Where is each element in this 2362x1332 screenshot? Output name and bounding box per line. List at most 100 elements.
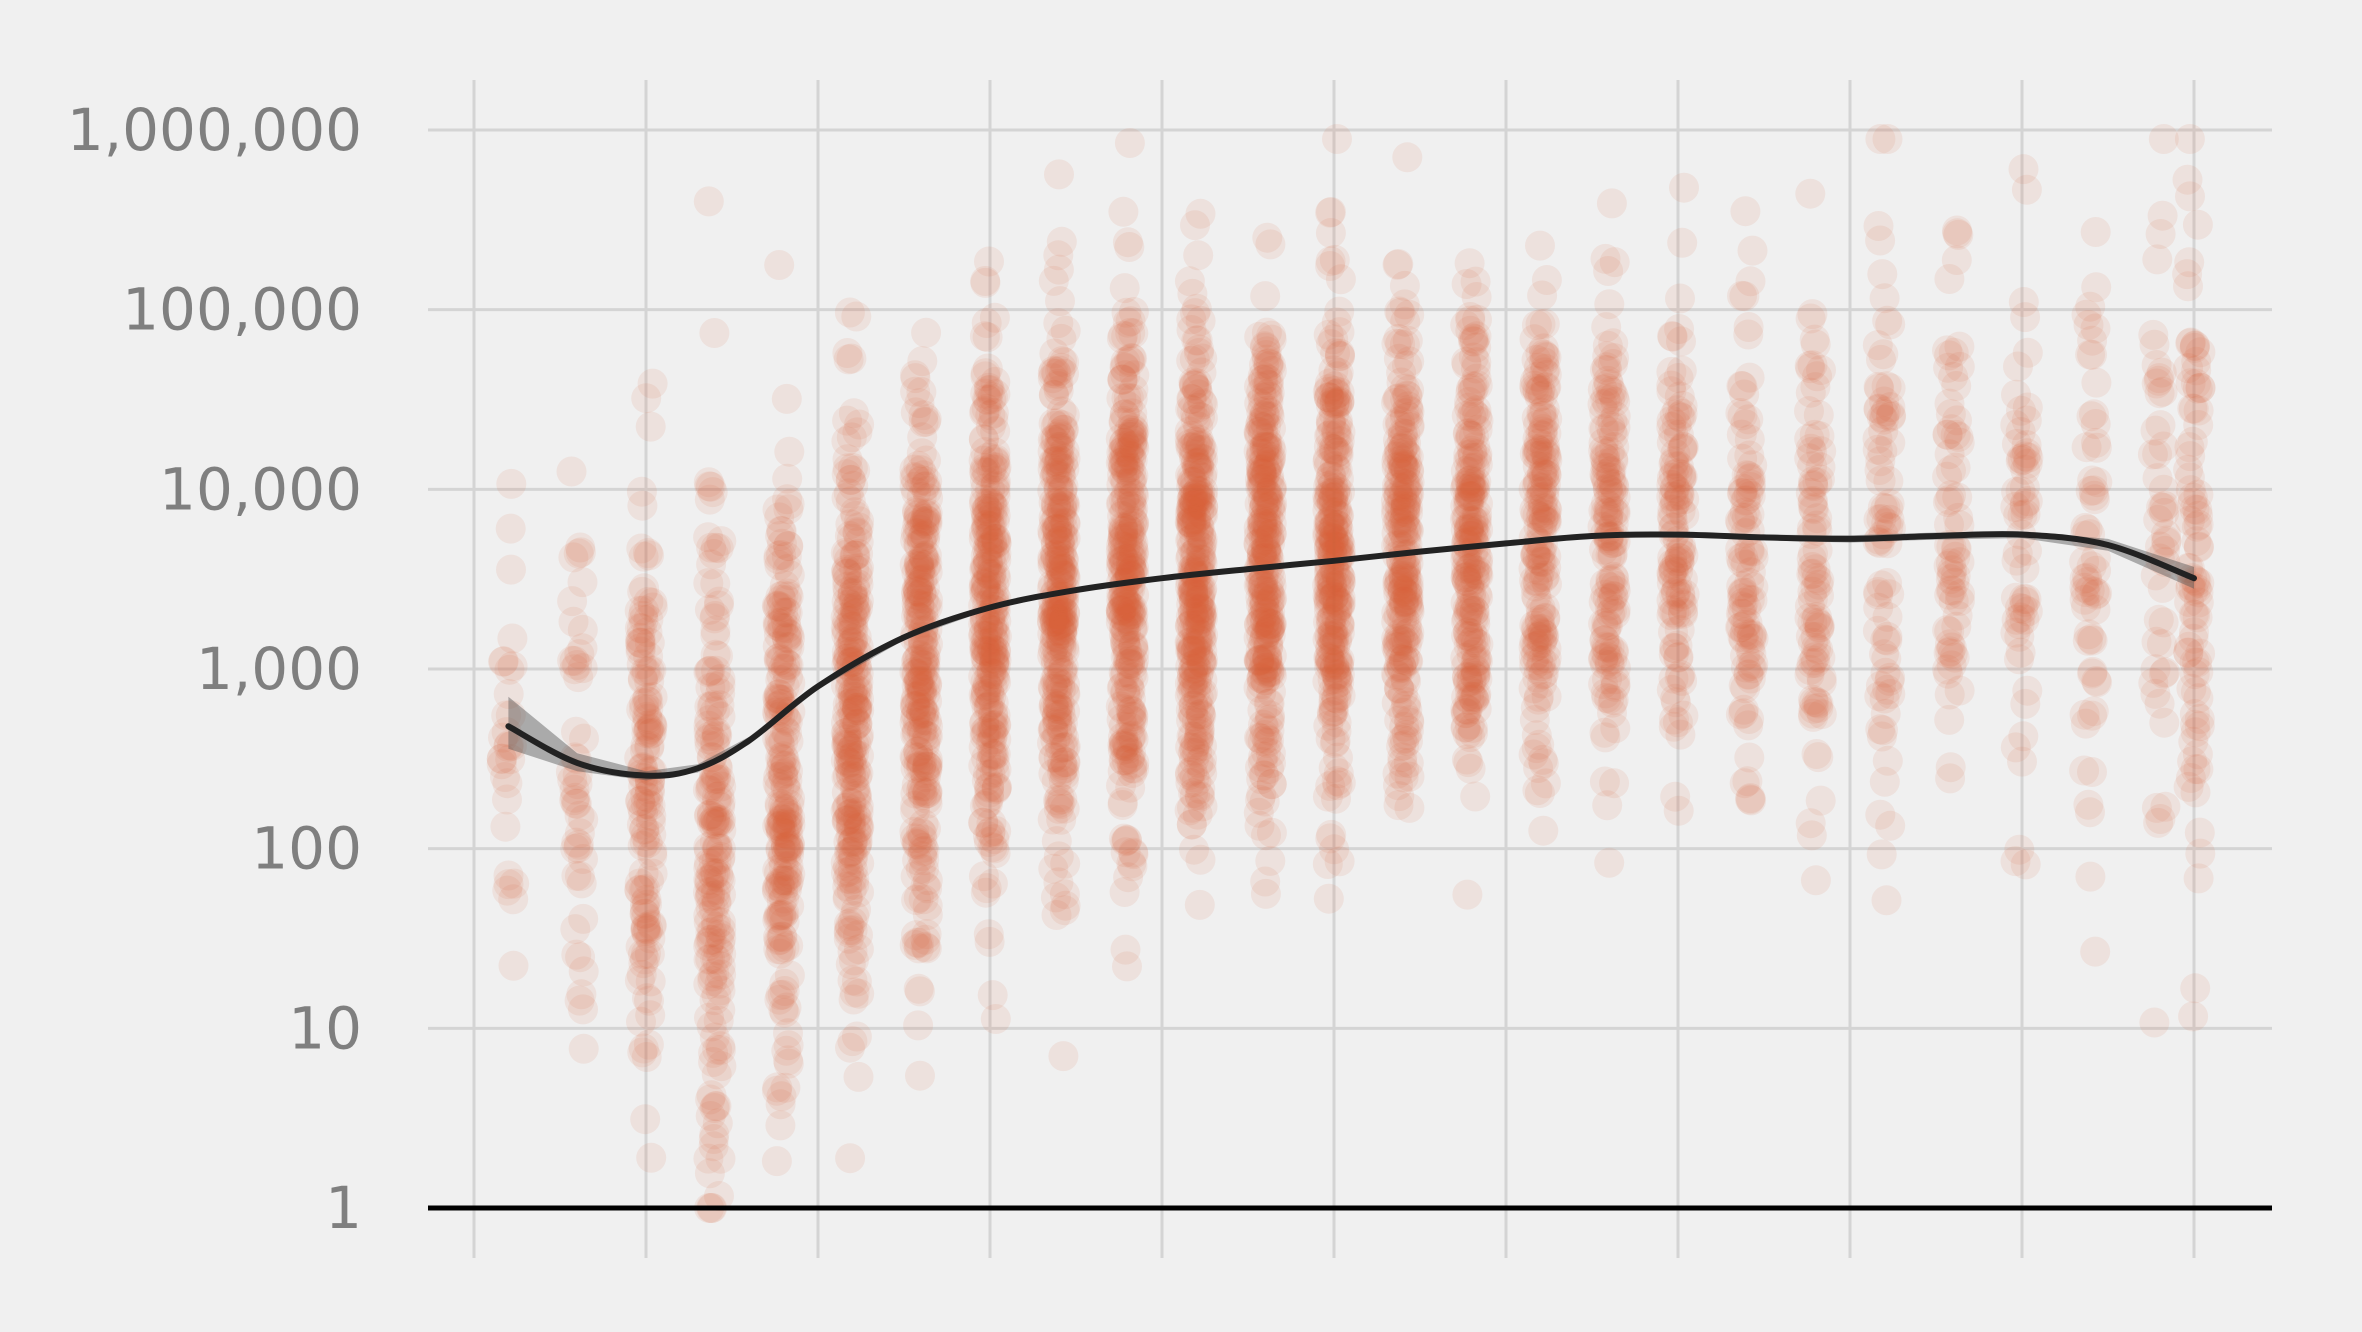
data-point-272 (699, 1093, 730, 1123)
data-point-3667 (1599, 247, 1630, 278)
data-point-141 (631, 656, 662, 687)
data-point-4166 (1932, 461, 1963, 492)
data-point-4085 (1875, 810, 1906, 841)
data-point-715 (843, 512, 874, 543)
data-point-118 (633, 641, 664, 672)
data-point-20 (495, 513, 526, 544)
data-point-4426 (2182, 209, 2213, 240)
data-point-751 (831, 670, 861, 701)
data-point-77 (563, 829, 594, 860)
data-point-1133 (902, 927, 933, 958)
data-point-452 (771, 1035, 802, 1066)
data-point-93 (630, 656, 661, 687)
data-point-736 (842, 819, 873, 850)
data-point-600 (774, 789, 805, 820)
data-point-2765 (1322, 124, 1352, 154)
data-point-610 (769, 883, 799, 914)
data-point-4169 (1942, 218, 1973, 249)
data-point-458 (773, 851, 804, 881)
data-point-576 (771, 622, 802, 653)
data-point-866 (835, 759, 866, 790)
data-point-161 (624, 875, 655, 906)
data-point-37 (561, 827, 592, 858)
data-point-1717 (1042, 514, 1073, 545)
data-point-586 (768, 580, 799, 611)
data-point-220 (700, 806, 731, 837)
data-point-485 (765, 924, 796, 955)
data-point-693 (830, 718, 861, 749)
data-point-702 (840, 705, 871, 736)
data-point-724 (840, 500, 871, 531)
data-point-69 (560, 788, 591, 819)
data-point-776 (842, 693, 873, 723)
data-point-291 (695, 655, 726, 686)
data-point-352 (703, 641, 733, 671)
data-point-738 (832, 444, 863, 475)
data-point-251 (694, 691, 725, 722)
data-point-417 (761, 1075, 792, 1106)
data-point-348 (693, 657, 724, 688)
data-point-2331 (1185, 844, 1216, 875)
data-point-425 (768, 995, 799, 1025)
data-point-4313 (2148, 124, 2179, 154)
data-point-46 (560, 833, 591, 864)
data-point-275 (703, 858, 734, 889)
data-point-615 (768, 758, 799, 789)
data-point-4392 (2185, 838, 2216, 869)
data-point-3928 (1726, 371, 1757, 401)
data-point-2606 (1256, 769, 1287, 800)
data-point-120 (633, 914, 664, 945)
data-point-4156 (1936, 414, 1967, 445)
data-point-364 (705, 844, 735, 875)
data-point-347 (704, 780, 735, 811)
data-point-1138 (907, 346, 938, 377)
data-point-727 (843, 667, 874, 698)
data-point-310 (693, 944, 724, 975)
data-point-762 (838, 398, 869, 429)
data-point-21 (490, 811, 521, 842)
data-point-126 (626, 476, 657, 507)
data-point-400 (774, 632, 805, 663)
data-point-90 (626, 649, 657, 680)
data-point-414 (773, 833, 804, 864)
data-point-267 (693, 568, 724, 599)
data-point-81 (636, 819, 667, 850)
data-point-4018 (1801, 563, 1832, 593)
data-point-627 (833, 917, 864, 948)
data-point-1716 (1048, 765, 1079, 796)
data-point-565 (766, 921, 797, 952)
data-point-281 (695, 721, 725, 752)
data-point-320 (702, 1034, 733, 1065)
data-point-167 (628, 1033, 659, 1064)
data-point-50 (561, 788, 592, 819)
data-point-1974 (1111, 825, 1142, 856)
data-point-357 (701, 980, 732, 1011)
data-point-745 (837, 742, 868, 773)
data-point-672 (842, 708, 873, 739)
data-point-585 (766, 1081, 797, 1112)
data-point-401 (770, 828, 801, 859)
data-point-48 (568, 1033, 599, 1064)
data-point-457 (762, 723, 793, 754)
data-point-705 (839, 977, 870, 1008)
data-point-4015 (1802, 503, 1833, 534)
data-point-731 (842, 517, 873, 548)
data-point-1081 (911, 404, 942, 435)
data-point-442 (763, 922, 793, 953)
data-point-4144 (1935, 763, 1966, 794)
data-point-2017 (1117, 431, 1148, 462)
data-point-198 (637, 711, 668, 742)
data-point-3559 (1518, 474, 1549, 505)
data-point-234 (700, 615, 731, 646)
y-tick-label-6: 1,000,000 (67, 96, 362, 164)
data-point-398 (701, 721, 732, 752)
y-tick-label-3: 1,000 (196, 635, 362, 703)
data-point-368 (706, 923, 737, 954)
data-point-1135 (912, 899, 943, 930)
data-point-508 (775, 802, 806, 833)
data-point-450 (771, 613, 802, 644)
data-point-3534 (1521, 310, 1552, 341)
data-point-416 (763, 679, 794, 710)
data-point-4416 (2175, 181, 2205, 212)
data-point-103 (626, 533, 657, 564)
